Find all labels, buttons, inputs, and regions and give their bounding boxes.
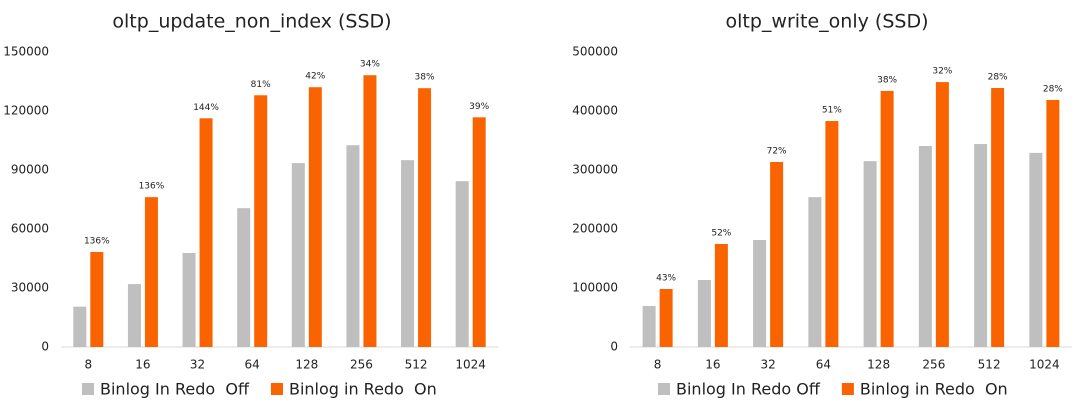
legend-label: Binlog In Redo Off [676, 380, 821, 399]
bar-annotation: 43% [656, 274, 676, 284]
x-tick-label: 8 [654, 358, 662, 372]
bar [659, 289, 673, 347]
legend-swatch [841, 383, 854, 395]
bar [73, 306, 87, 347]
bar [346, 145, 360, 347]
x-tick-label: 1024 [1029, 358, 1060, 372]
bar [1029, 152, 1043, 347]
bar [237, 208, 251, 347]
x-tick-label: 512 [405, 358, 428, 372]
bar [1046, 99, 1060, 347]
bar-annotation: 38% [415, 73, 435, 83]
y-tick-label: 120000 [3, 104, 49, 118]
bar [974, 144, 988, 347]
bar-annotation: 51% [822, 106, 842, 116]
bar [199, 118, 213, 347]
x-tick-label: 16 [705, 358, 720, 372]
y-tick-label: 60000 [11, 222, 49, 236]
y-tick-label: 90000 [11, 163, 49, 177]
y-tick-label: 100000 [572, 281, 618, 295]
bar [918, 145, 932, 347]
bar [642, 305, 656, 347]
bar-annotation: 42% [305, 72, 325, 82]
bar [182, 252, 196, 347]
bar [455, 181, 469, 347]
x-tick-label: 64 [245, 358, 260, 372]
y-tick-label: 0 [610, 340, 618, 354]
bar [418, 88, 432, 347]
x-tick-label: 512 [978, 358, 1001, 372]
x-tick-label: 128 [295, 358, 318, 372]
bar [697, 279, 711, 347]
legend-label: Binlog in Redo On [860, 380, 1008, 399]
bar-annotation: 81% [251, 80, 271, 90]
y-tick-label: 30000 [11, 281, 49, 295]
bar [880, 90, 894, 347]
x-tick-label: 8 [84, 358, 92, 372]
x-tick-label: 256 [350, 358, 373, 372]
bar [991, 87, 1005, 348]
bar [753, 239, 767, 347]
legend-swatch [270, 383, 283, 395]
y-tick-label: 150000 [3, 45, 49, 59]
bar [254, 95, 268, 348]
bar [770, 161, 784, 347]
bar [808, 197, 822, 347]
bar-annotation: 28% [988, 72, 1008, 82]
bar-annotation: 38% [877, 75, 897, 85]
x-tick-label: 128 [867, 358, 890, 372]
legend-swatch [658, 383, 670, 395]
bar [935, 82, 949, 347]
bar-annotation: 34% [360, 60, 380, 70]
bar [127, 284, 141, 347]
bar [714, 243, 728, 347]
bar [472, 117, 486, 347]
bar [401, 160, 415, 347]
bar-annotation: 136% [139, 182, 165, 192]
x-tick-label: 16 [135, 358, 150, 372]
bar [363, 75, 377, 347]
x-tick-label: 32 [190, 358, 205, 372]
bar-annotation: 28% [1043, 84, 1063, 94]
bar-annotation: 39% [469, 102, 489, 112]
bar-annotation: 144% [193, 103, 219, 113]
bar [291, 163, 305, 347]
x-tick-label: 1024 [455, 358, 486, 372]
bar [863, 161, 877, 347]
bar-annotation: 32% [932, 67, 952, 77]
bar [825, 121, 839, 347]
bar-annotation: 72% [767, 146, 787, 156]
y-tick-label: 400000 [572, 104, 618, 118]
bar-annotation: 136% [84, 237, 110, 247]
y-tick-label: 500000 [572, 45, 618, 59]
bar [308, 87, 322, 347]
y-tick-label: 200000 [572, 222, 618, 236]
legend-swatch [82, 383, 94, 395]
legend-label: Binlog in Redo On [289, 380, 437, 399]
chart-title: oltp_write_only (SSD) [726, 11, 929, 33]
bar [144, 197, 158, 347]
x-tick-label: 256 [922, 358, 945, 372]
y-tick-label: 0 [41, 340, 49, 354]
legend-label: Binlog In Redo Off [100, 380, 250, 399]
x-tick-label: 32 [760, 358, 775, 372]
bar-annotation: 52% [711, 228, 731, 238]
x-tick-label: 64 [816, 358, 831, 372]
y-tick-label: 300000 [572, 163, 618, 177]
chart-title: oltp_update_non_index (SSD) [112, 11, 391, 33]
bar [90, 252, 104, 347]
